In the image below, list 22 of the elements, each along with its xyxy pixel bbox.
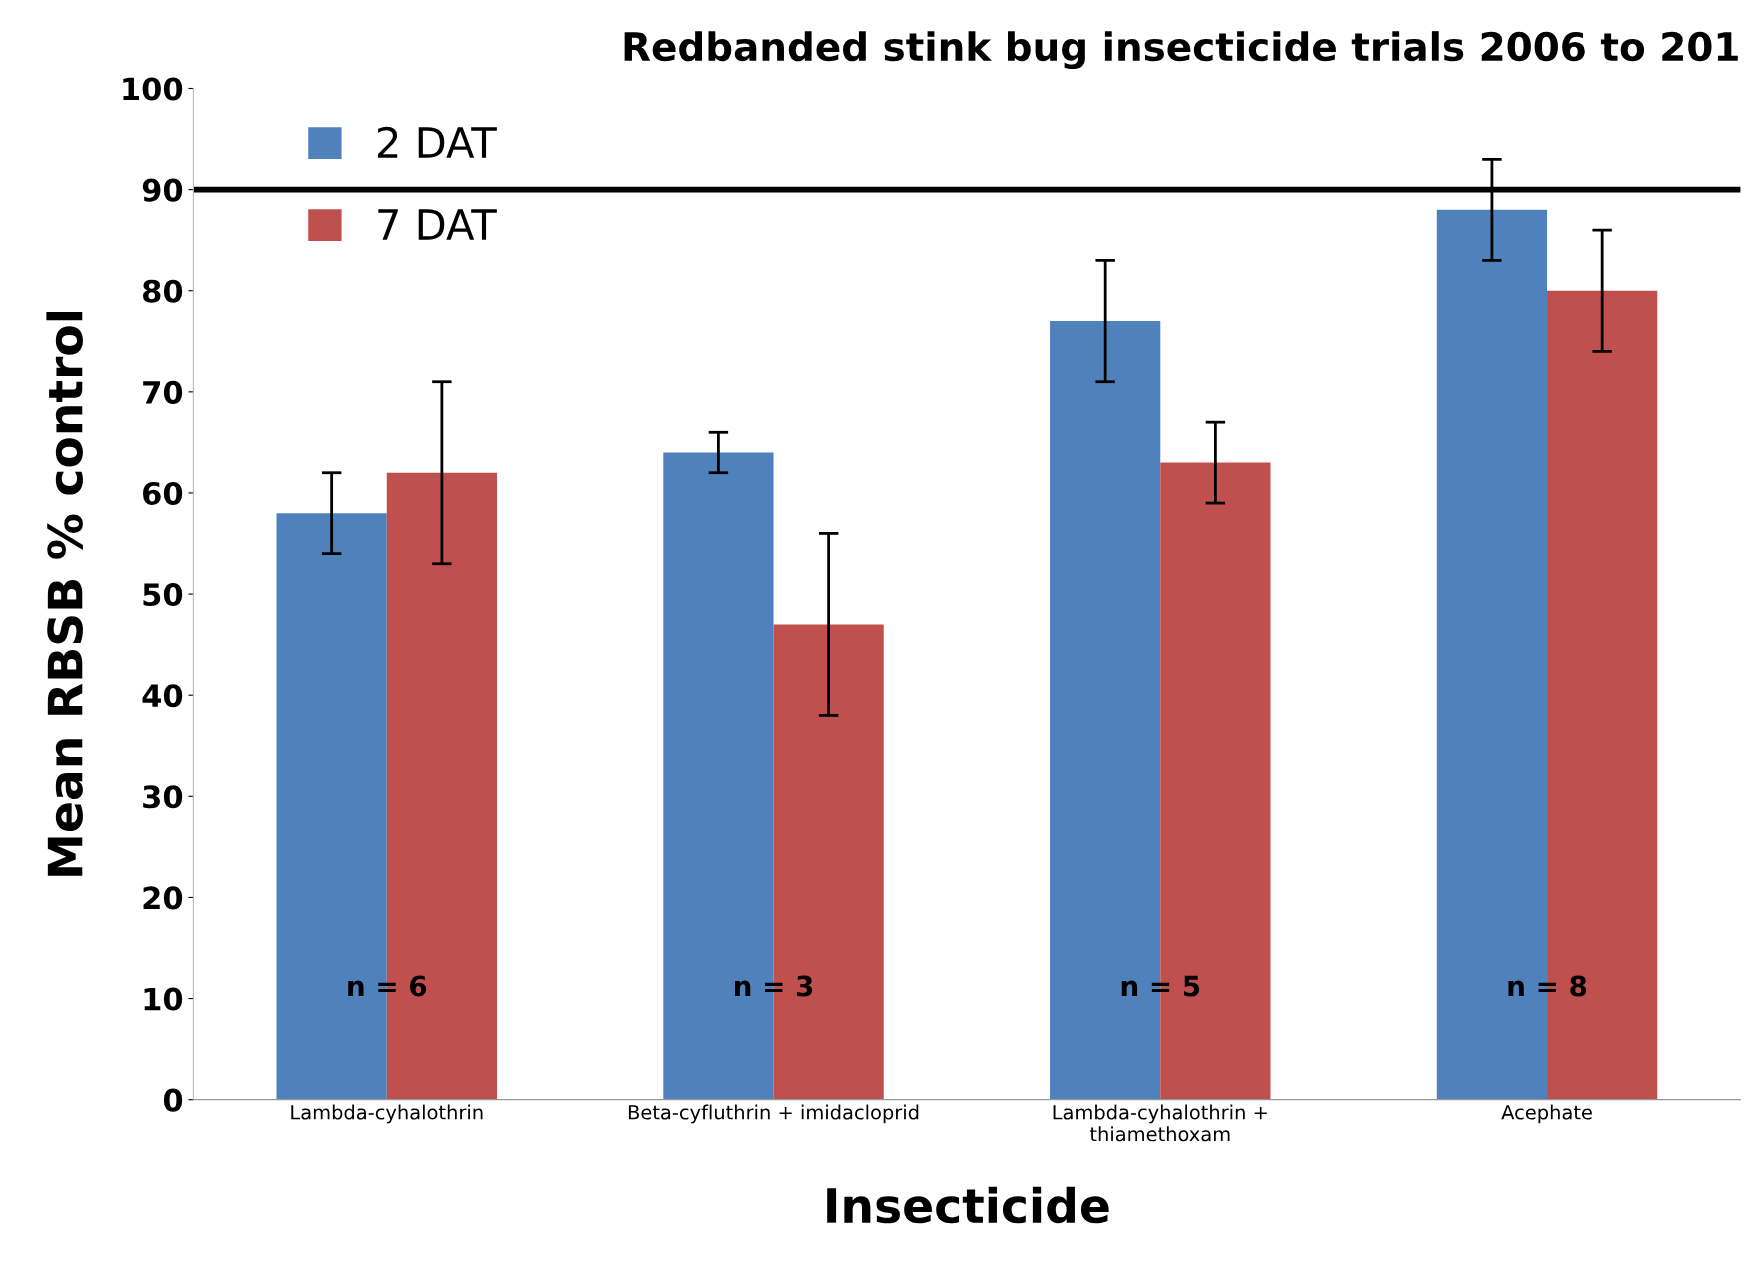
y-tick-label: 80	[143, 279, 183, 303]
y-tick-label: 0	[163, 1088, 183, 1112]
y-tick-label: 100	[123, 77, 183, 101]
chart-title: Redbanded stink bug insecticide trials 2006 to 201	[624, 31, 1738, 70]
y-tick-label: 20	[143, 886, 183, 910]
y-tick-label: 40	[142, 684, 183, 708]
y-tick-label: 50	[143, 583, 183, 607]
annotation: n = 6	[348, 975, 427, 997]
x-tick-label: Lambda-cyhalothrin + thiamethoxam	[1053, 1104, 1267, 1142]
y-tick-label: 60	[143, 481, 183, 505]
y-tick-label: 10	[144, 987, 183, 1011]
x-tick-label: Beta-cyfluthrin + imidacloprid	[628, 1104, 919, 1124]
y-axis-title: Mean RBSB % control	[46, 312, 83, 876]
annotation: n = 8	[1508, 975, 1587, 997]
legend-label: 7 DAT	[378, 209, 497, 240]
legend-label: 2 DAT	[377, 126, 497, 158]
y-tick-label: 70	[143, 380, 183, 404]
x-axis-title: Insecticide	[827, 1186, 1109, 1224]
y-tick-label: 90	[142, 178, 183, 202]
y-tick-label: 30	[143, 785, 183, 809]
x-tick-label: Lambda-cyhalothrin	[291, 1104, 483, 1124]
x-tick-label: Acephate	[1501, 1104, 1592, 1124]
